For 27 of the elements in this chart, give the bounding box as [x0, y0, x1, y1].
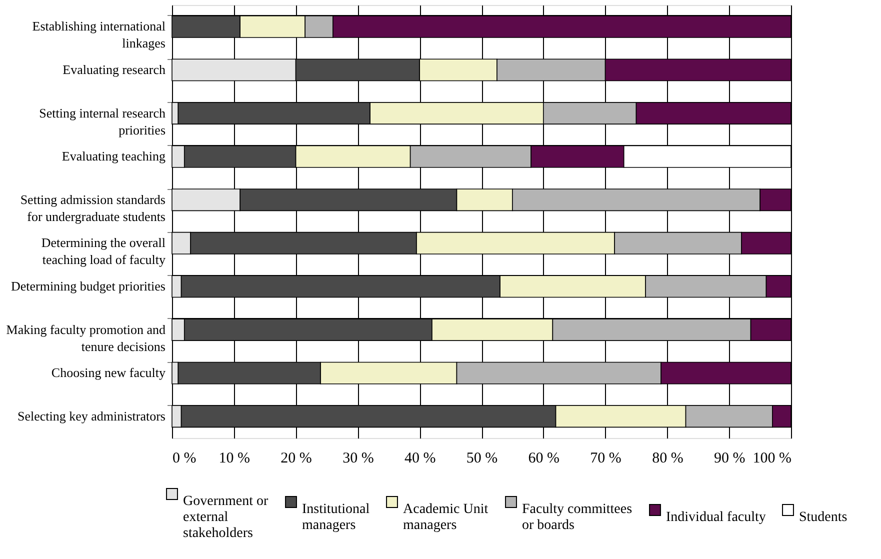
- y-tick-label: Setting internal research priorities: [39, 105, 166, 138]
- legend-label: Individual faculty: [666, 510, 766, 525]
- legend-label: Institutional managers: [302, 502, 370, 533]
- x-tick-label: 40 %: [404, 450, 436, 466]
- y-tick-label: Determining the overall teaching load of faculty: [41, 235, 166, 268]
- legend-label: Faculty committees or boards: [522, 502, 632, 533]
- x-tick-label: 50 %: [466, 450, 498, 466]
- x-tick-label: 10 %: [218, 450, 250, 466]
- x-tick-label: 0 %: [172, 450, 196, 466]
- x-tick-label: 90 %: [714, 450, 746, 466]
- x-tick-label: 80 %: [652, 450, 684, 466]
- y-tick-label: Making faculty promotion and tenure decisions: [6, 322, 166, 354]
- y-tick-label: Evaluating research: [62, 62, 166, 77]
- x-tick-label: 20 %: [280, 450, 312, 466]
- x-tick-label: 100 %: [752, 450, 792, 466]
- legend-label: Students: [799, 510, 848, 525]
- x-tick-label: 60 %: [528, 450, 560, 466]
- y-tick-label: Evaluating teaching: [62, 148, 166, 164]
- legend-label: Government or external stakeholders: [183, 494, 268, 541]
- x-tick-label: 30 %: [342, 450, 374, 466]
- x-tick-label: 70 %: [590, 450, 622, 466]
- y-tick-label: Establishing international linkages: [32, 18, 166, 51]
- y-tick-label: Selecting key administrators: [17, 408, 166, 424]
- y-tick-label: Determining budget priorities: [10, 278, 166, 294]
- legend-label: Academic Unit managers: [403, 502, 488, 533]
- y-tick-label: Choosing new faculty: [51, 365, 166, 380]
- y-tick-label: Setting admission standards for undergraduate students: [20, 192, 166, 224]
